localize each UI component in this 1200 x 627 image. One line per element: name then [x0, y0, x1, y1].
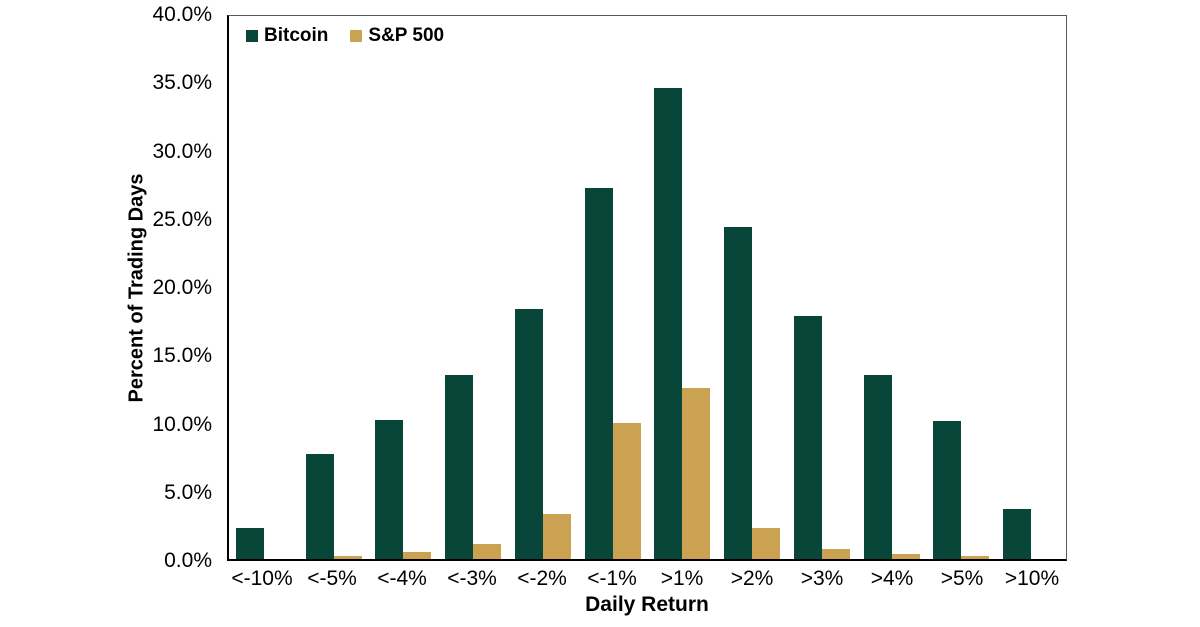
bar-group	[299, 16, 369, 559]
legend-label: S&P 500	[368, 25, 445, 46]
x-tick-label: >5%	[940, 567, 984, 590]
bar-group	[438, 16, 508, 559]
y-tick-label: 10.0%	[152, 412, 212, 436]
x-axis-title: Daily Return	[585, 593, 709, 616]
y-tick-label: 15.0%	[152, 344, 212, 368]
bar-s-p-500	[473, 544, 502, 559]
y-tick-label: 30.0%	[152, 139, 212, 163]
bar-group	[229, 16, 299, 559]
bar-bitcoin	[375, 419, 404, 559]
bar-group	[578, 16, 648, 559]
x-tick-label: >4%	[870, 567, 914, 590]
bar-bitcoin	[1003, 508, 1032, 559]
y-tick-label: 40.0%	[152, 3, 212, 26]
bar-group	[927, 16, 997, 559]
bar-group	[369, 16, 439, 559]
x-tick-label: >2%	[730, 567, 774, 590]
bar-s-p-500	[821, 549, 850, 559]
bar-bitcoin	[863, 374, 892, 559]
y-tick-label: 5.0%	[164, 480, 212, 504]
legend: Bitcoin S&P 500	[246, 25, 444, 47]
y-tick-label: 0.0%	[164, 549, 212, 572]
y-axis-title: Percent of Trading Days	[125, 173, 148, 403]
bar-group	[787, 16, 857, 559]
bar-s-p-500	[403, 552, 432, 559]
plot-area: Bitcoin S&P 500	[227, 15, 1067, 561]
x-tick-label: <-5%	[307, 567, 357, 590]
legend-swatch-icon	[246, 30, 258, 42]
bar-s-p-500	[961, 556, 990, 559]
bar-s-p-500	[612, 422, 641, 559]
x-tick-label: <-10%	[231, 567, 293, 590]
y-tick-label: 25.0%	[152, 207, 212, 231]
x-tick-label: >10%	[1004, 567, 1060, 590]
x-axis-labels: <-10% <-5% <-4% <-3% <-2% <-1% >1% >2% >3% >4% >5%…	[227, 567, 1067, 591]
x-tick-label: <-3%	[447, 567, 497, 590]
bar-s-p-500	[891, 553, 920, 559]
legend-swatch-icon	[350, 30, 363, 42]
x-tick-label: <-1%	[587, 567, 637, 590]
bar-bitcoin	[235, 527, 264, 559]
x-tick-label: <-2%	[517, 567, 567, 590]
bar-group	[996, 16, 1066, 559]
x-tick-label: <-4%	[377, 567, 427, 590]
bar-s-p-500	[542, 513, 571, 559]
bars-row	[229, 16, 1066, 559]
bar-bitcoin	[305, 453, 334, 559]
bar-bitcoin	[445, 374, 474, 559]
bar-s-p-500	[682, 388, 711, 559]
bar-bitcoin	[793, 316, 822, 559]
legend-item: S&P 500	[350, 25, 444, 47]
bar-group	[508, 16, 578, 559]
y-tick-label: 35.0%	[152, 71, 212, 95]
x-tick-label: >1%	[660, 567, 704, 590]
bar-group	[717, 16, 787, 559]
bar-group	[648, 16, 718, 559]
y-tick-label: 20.0%	[152, 276, 212, 299]
x-tick-label: >3%	[800, 567, 844, 590]
legend-label: Bitcoin	[264, 25, 329, 46]
bar-bitcoin	[933, 421, 962, 559]
bar-bitcoin	[654, 88, 683, 559]
bar-bitcoin	[724, 227, 753, 559]
bar-s-p-500	[752, 527, 781, 559]
bar-bitcoin	[514, 309, 543, 559]
legend-item: Bitcoin	[246, 25, 328, 47]
bar-bitcoin	[584, 187, 613, 559]
bar-group	[857, 16, 927, 559]
bar-s-p-500	[333, 556, 362, 559]
